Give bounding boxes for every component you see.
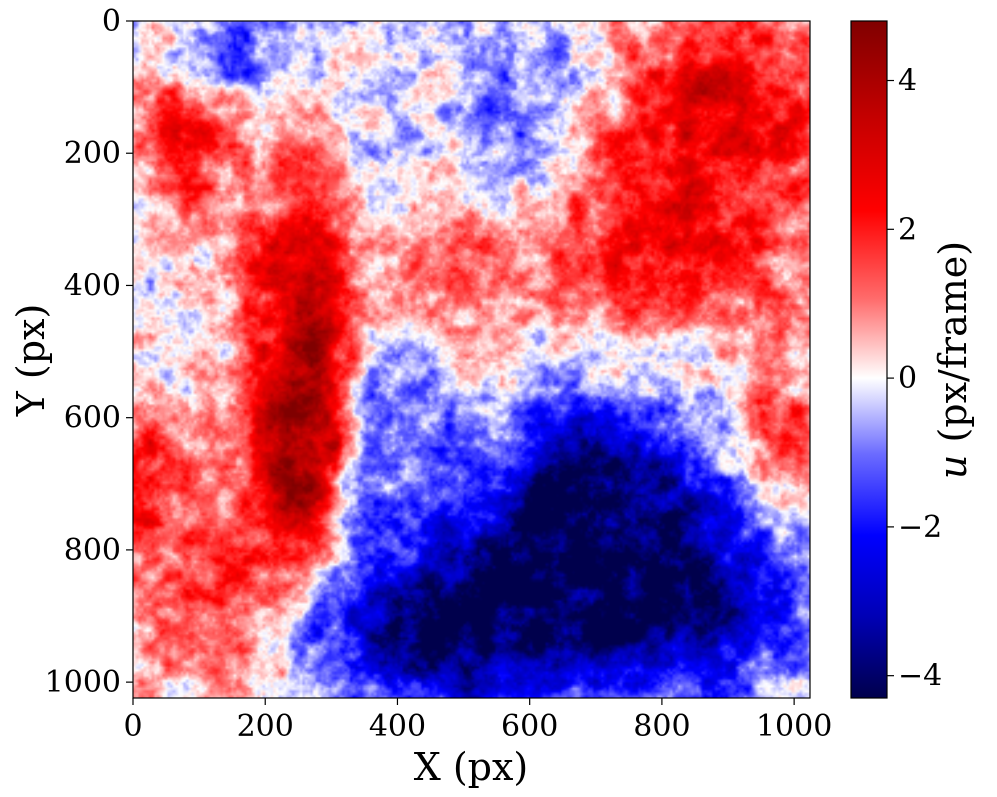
y-tick-label: 400 <box>64 268 121 303</box>
x-tick-label: 800 <box>633 709 690 744</box>
colorbar-label: u (px/frame) <box>931 241 975 479</box>
colorbar-label-symbol: u <box>931 455 975 479</box>
colorbar-tick-label: −2 <box>898 510 942 545</box>
x-tick-label: 400 <box>369 709 426 744</box>
colorbar-tick-label: 4 <box>898 64 917 99</box>
y-tick-label: 600 <box>64 401 121 436</box>
y-tick-label: 200 <box>64 136 121 171</box>
y-tick-label: 800 <box>64 533 121 568</box>
colorbar-tick-label: 2 <box>898 212 917 247</box>
colorbar-label-units: (px/frame) <box>931 241 975 443</box>
velocity-field-image <box>133 21 810 698</box>
x-tick-label: 1000 <box>756 709 832 744</box>
x-tick-label: 200 <box>237 709 294 744</box>
x-axis-label: X (px) <box>414 745 529 789</box>
x-axis-ticks: 0 200 400 600 800 1000 <box>123 698 832 744</box>
y-tick-label: 1000 <box>45 665 121 700</box>
colorbar-tick-label: −4 <box>898 659 942 694</box>
plot-frame <box>132 20 811 699</box>
x-tick-label: 600 <box>501 709 558 744</box>
colorbar <box>850 20 888 699</box>
x-tick-label: 0 <box>123 709 142 744</box>
colorbar-ticks: −4 −2 0 2 4 <box>887 64 942 694</box>
y-axis-label: Y (px) <box>9 304 53 418</box>
y-tick-label: 0 <box>102 4 121 39</box>
heatmap-field <box>133 21 810 698</box>
y-axis-ticks: 0 200 400 600 800 1000 <box>45 4 133 700</box>
colorbar-tick-label: 0 <box>898 361 917 396</box>
